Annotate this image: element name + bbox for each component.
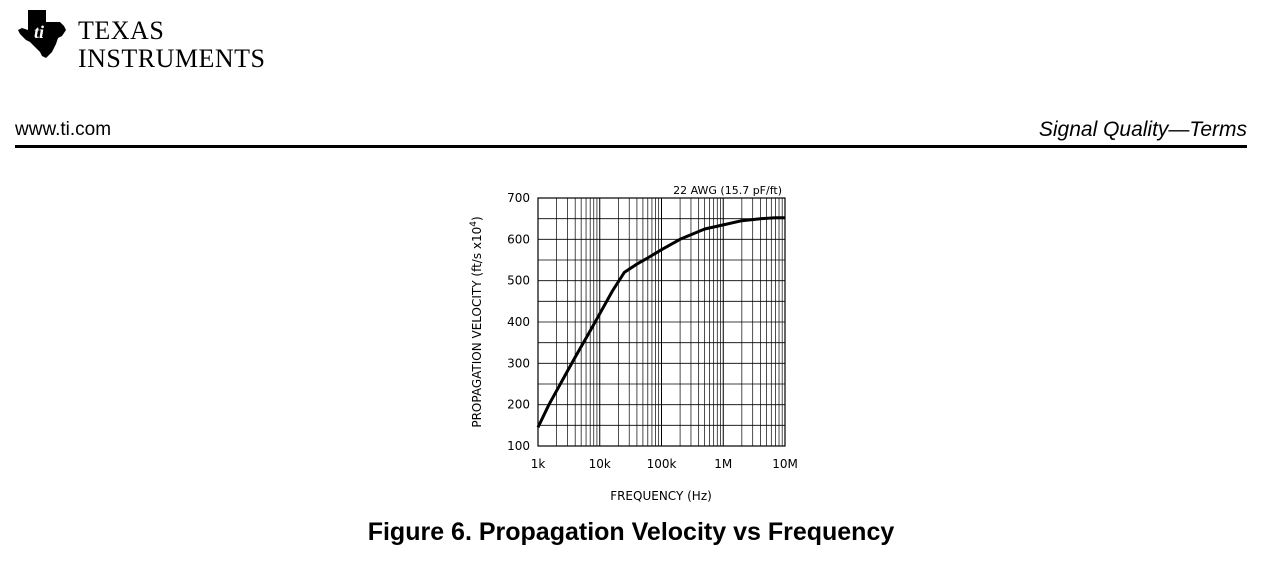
plot-frame — [537, 197, 786, 447]
y-tick-label: 400 — [507, 315, 530, 329]
section-title: Signal Quality—Terms — [1038, 118, 1247, 141]
logo-text: Texas Instruments — [78, 18, 266, 72]
header-rule — [15, 145, 1247, 148]
y-tick-label: 600 — [507, 232, 530, 246]
x-tick-label: 100k — [647, 457, 677, 471]
site-url: www.ti.com — [15, 119, 112, 140]
propagation-velocity-chart: 100 200 300 400 500 600 700 1k 10k 100k 1M 10M 22 … — [469, 184, 798, 503]
x-tick-label: 1k — [531, 457, 546, 471]
y-tick-label: 100 — [507, 439, 530, 453]
y-tick-label: 500 — [507, 274, 530, 288]
figure-caption: Figure 6. Propagation Velocity vs Freque… — [367, 518, 895, 546]
chart-annotation: 22 AWG (15.7 pF/ft) — [673, 184, 782, 197]
x-tick-label: 10M — [772, 457, 798, 471]
series-line — [536, 216, 785, 429]
y-tick-labels: 100 200 300 400 500 600 700 — [507, 191, 530, 453]
ti-logo: ti Texas Instruments — [16, 8, 265, 72]
x-tick-label: 1M — [714, 457, 732, 471]
y-tick-label: 200 — [507, 398, 530, 412]
y-tick-label: 300 — [507, 356, 530, 370]
x-tick-label: 10k — [589, 457, 611, 471]
logo-line2: Instruments — [78, 44, 266, 73]
y-axis-label: PROPAGATION VELOCITY (ft/s x104) — [469, 216, 484, 427]
logo-line1: Texas — [78, 16, 165, 45]
y-tick-label: 700 — [507, 191, 530, 205]
ti-state-icon: ti — [18, 10, 66, 58]
x-tick-labels: 1k 10k 100k 1M 10M — [531, 457, 798, 471]
x-axis-label: FREQUENCY (Hz) — [610, 489, 712, 503]
svg-text:ti: ti — [34, 22, 44, 42]
